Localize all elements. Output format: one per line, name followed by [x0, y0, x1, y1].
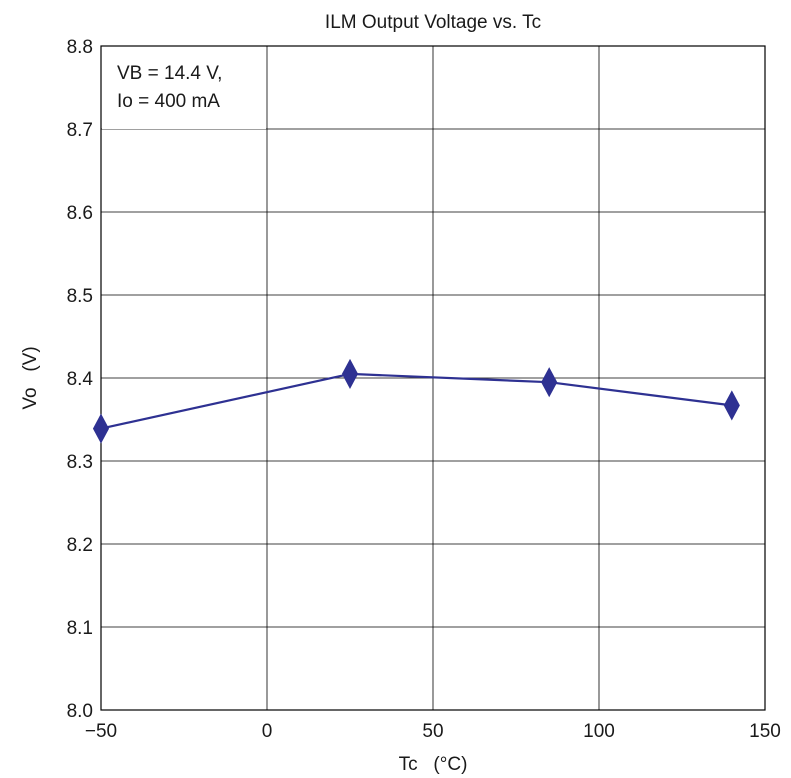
x-axis-label: Tc (°C)	[399, 754, 468, 775]
annotation-box: VB = 14.4 V, Io = 400 mA	[102, 47, 266, 129]
y-tick-label: 8.3	[67, 452, 93, 473]
y-axis-label: Vo (V)	[20, 346, 41, 409]
y-tick-label: 8.1	[67, 618, 93, 639]
y-tick-label: 8.7	[67, 120, 93, 141]
x-tick-label: 50	[422, 721, 443, 742]
x-tick-label: 150	[749, 721, 781, 742]
chart-title: ILM Output Voltage vs. Tc	[325, 12, 541, 33]
data-point-marker	[92, 413, 110, 444]
y-tick-label: 8.4	[67, 369, 94, 390]
y-tick-label: 8.5	[67, 286, 93, 307]
x-tick-label: 0	[262, 721, 273, 742]
y-tick-label: 8.2	[67, 535, 93, 556]
x-tick-label: 100	[583, 721, 615, 742]
data-point-marker	[541, 367, 558, 398]
y-tick-label: 8.0	[67, 701, 93, 722]
y-tick-label: 8.8	[67, 37, 93, 58]
annotation-line-1: VB = 14.4 V,	[117, 63, 222, 84]
data-point-marker	[723, 390, 740, 421]
x-tick-label: −50	[85, 721, 117, 742]
y-tick-label: 8.6	[67, 203, 93, 224]
y-axis-ticks: 8.0 8.1 8.2 8.3 8.4 8.5 8.6 8.7 8.8	[67, 37, 94, 722]
data-series	[92, 358, 740, 444]
annotation-line-2: Io = 400 mA	[117, 91, 220, 112]
data-point-marker	[341, 358, 359, 389]
plot-frame	[100, 45, 766, 711]
series-line	[100, 372, 732, 430]
x-axis-ticks: −50 0 50 100 150	[85, 721, 781, 742]
